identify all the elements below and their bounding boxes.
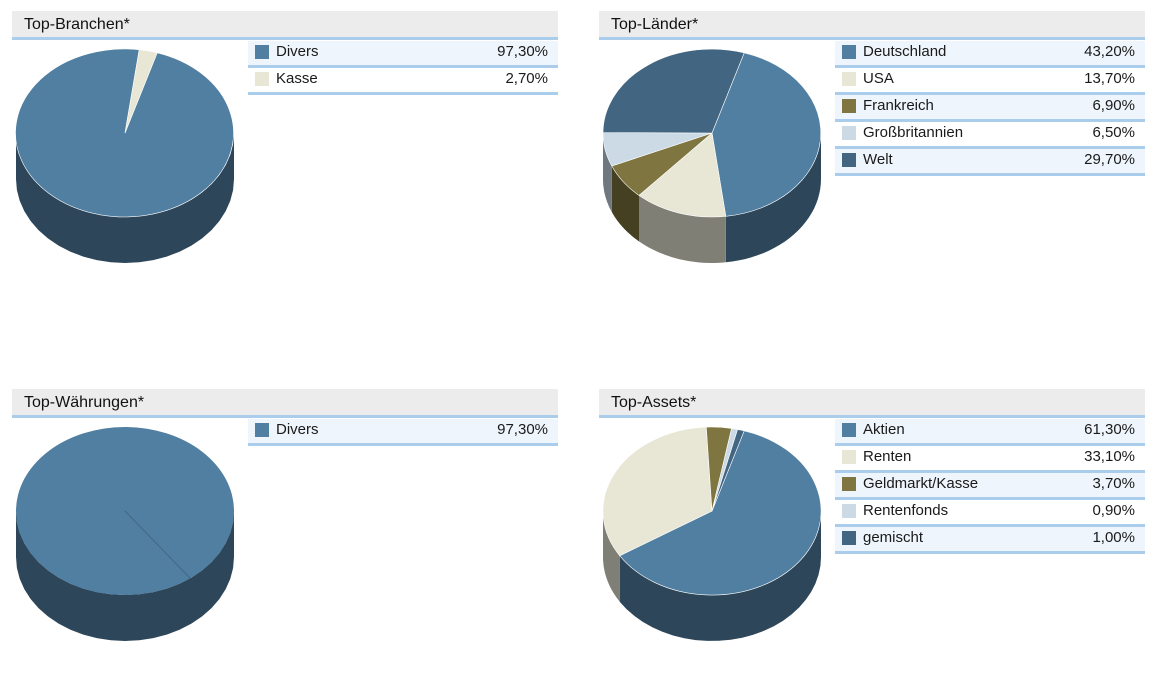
legend-label: Kasse <box>276 70 318 87</box>
legend-item: Deutschland 43,20% <box>835 41 1145 68</box>
legend-label: Aktien <box>863 421 905 438</box>
pie-slice-1 <box>638 132 727 218</box>
pie-side-0 <box>725 133 821 263</box>
pie-slice-4 <box>602 48 745 134</box>
legend-item: Frankreich 6,90% <box>835 95 1145 122</box>
legend-item: Großbritannien 6,50% <box>835 122 1145 149</box>
chart-title: Top-Währungen* <box>24 394 145 411</box>
pie-slice-1 <box>602 426 713 557</box>
pie-side-3 <box>603 133 612 212</box>
legend: Aktien 61,30% Renten 33,10% Geldmarkt/Kasse 3… <box>835 419 1145 554</box>
panel-header: Top-Länder* <box>599 11 1145 40</box>
legend-swatch <box>842 423 856 437</box>
legend: Deutschland 43,20% USA 13,70% Frankreich 6,90… <box>835 41 1145 176</box>
legend-value: 61,30% <box>1084 421 1135 438</box>
legend-value: 13,70% <box>1084 70 1135 87</box>
pie-slice-0 <box>15 48 234 218</box>
legend-label: Geldmarkt/Kasse <box>863 475 979 492</box>
legend-value: 97,30% <box>497 43 548 60</box>
legend-swatch <box>842 153 856 167</box>
legend: Divers 97,30% Kasse 2,70% <box>248 41 558 95</box>
legend-item: Kasse 2,70% <box>248 68 558 95</box>
legend-swatch <box>842 504 856 518</box>
legend-value: 33,10% <box>1084 448 1135 465</box>
legend-label: Rentenfonds <box>863 502 949 519</box>
legend-value: 6,90% <box>1092 97 1135 114</box>
legend-label: Divers <box>276 421 319 438</box>
legend-value: 29,70% <box>1084 151 1135 168</box>
legend-item: Welt 29,70% <box>835 149 1145 176</box>
chart-title: Top-Länder* <box>611 16 699 33</box>
panel-header: Top-Branchen* <box>12 11 558 40</box>
legend-item: Divers 97,30% <box>248 419 558 446</box>
pie-chart <box>602 48 822 263</box>
legend-value: 1,00% <box>1092 529 1135 546</box>
pie-slice-0 <box>619 430 822 596</box>
legend-swatch <box>255 423 269 437</box>
legend-value: 97,30% <box>497 421 548 438</box>
pie-side-0 <box>16 511 234 641</box>
pie-slice-1 <box>124 49 158 134</box>
pie-side-0 <box>619 511 821 641</box>
legend-swatch <box>842 126 856 140</box>
legend-swatch <box>842 477 856 491</box>
legend-item: Rentenfonds 0,90% <box>835 500 1145 527</box>
legend-value: 3,70% <box>1092 475 1135 492</box>
legend-swatch <box>255 45 269 59</box>
legend-swatch <box>842 99 856 113</box>
pie-chart <box>16 427 234 641</box>
legend-label: Deutschland <box>863 43 947 60</box>
legend-value: 43,20% <box>1084 43 1135 60</box>
legend-label: USA <box>863 70 894 87</box>
legend-swatch <box>842 450 856 464</box>
legend-swatch <box>255 72 269 86</box>
legend-label: Renten <box>863 448 912 465</box>
pie-side-2 <box>611 166 639 242</box>
legend-value: 2,70% <box>505 70 548 87</box>
legend-swatch <box>842 45 856 59</box>
legend-item: Renten 33,10% <box>835 446 1145 473</box>
legend-item: Aktien 61,30% <box>835 419 1145 446</box>
panel-header: Top-Assets* <box>599 389 1145 418</box>
legend-value: 0,90% <box>1092 502 1135 519</box>
legend: Divers 97,30% <box>248 419 558 446</box>
legend-value: 6,50% <box>1092 124 1135 141</box>
legend-item: Divers 97,30% <box>248 41 558 68</box>
waehrungen-panel: Top-Währungen* Divers 97,30% <box>12 389 558 689</box>
pie-chart <box>15 48 234 263</box>
chart-title: Top-Branchen* <box>24 16 130 33</box>
pie-side-1 <box>639 195 726 263</box>
pie-slice-4 <box>711 429 745 512</box>
pie-side-1 <box>603 511 620 602</box>
legend-label: Frankreich <box>863 97 934 114</box>
panel-header: Top-Währungen* <box>12 389 558 418</box>
pie-slice-edge <box>124 510 191 579</box>
pie-slice-0 <box>711 52 822 217</box>
pie-side-0 <box>16 133 234 263</box>
legend-label: gemischt <box>863 529 924 546</box>
assets-panel: Top-Assets* Aktien 61,30% Renten 33,10% Geld… <box>599 389 1145 689</box>
legend-label: Divers <box>276 43 319 60</box>
legend-item: Geldmarkt/Kasse 3,70% <box>835 473 1145 500</box>
legend-swatch <box>842 72 856 86</box>
legend-label: Großbritannien <box>863 124 964 141</box>
legend-item: gemischt 1,00% <box>835 527 1145 554</box>
pie-chart <box>602 426 822 641</box>
legend-label: Welt <box>863 151 893 168</box>
legend-swatch <box>842 531 856 545</box>
laender-panel: Top-Länder* Deutschland 43,20% USA 13,70% Fr… <box>599 11 1145 311</box>
chart-title: Top-Assets* <box>611 394 697 411</box>
legend-item: USA 13,70% <box>835 68 1145 95</box>
branchen-panel: Top-Branchen* Divers 97,30% Kasse 2,70% <box>12 11 558 311</box>
